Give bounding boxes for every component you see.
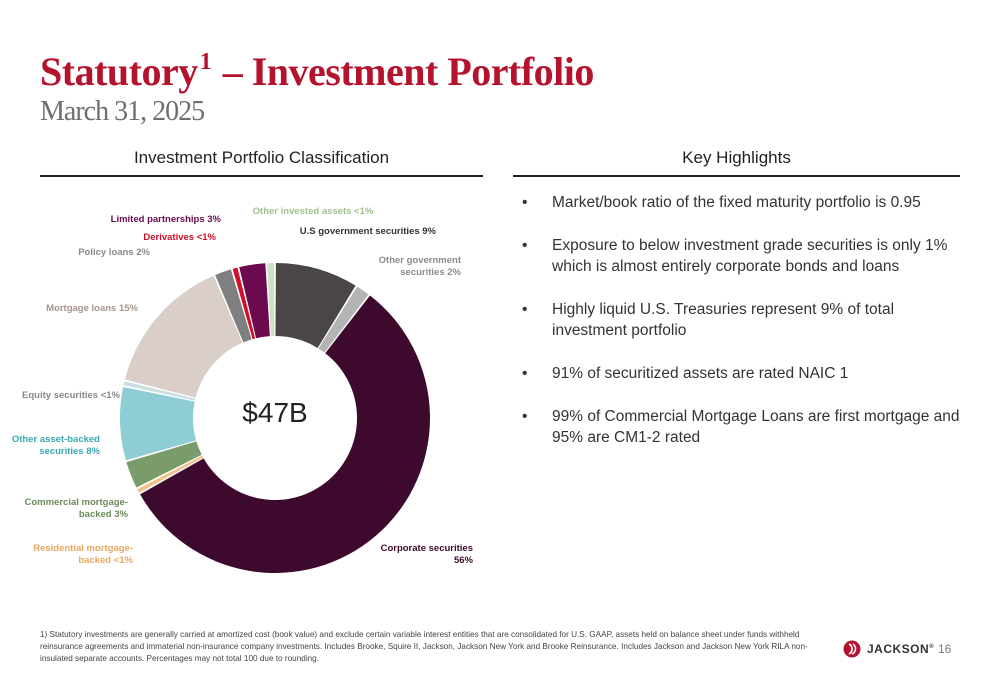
bullet-icon: • (522, 237, 528, 254)
slice-label: Mortgage loans 15% (46, 303, 138, 314)
highlights-section-heading: Key Highlights (682, 148, 791, 167)
highlight-text: 99% of Commercial Mortgage Loans are fir… (552, 408, 960, 446)
slice-label: Limited partnerships 3% (111, 214, 222, 225)
donut-slice-derivatives (232, 267, 256, 340)
bullet-icon: • (522, 408, 528, 425)
donut-slice-other-invested-assets (267, 263, 275, 337)
highlight-text: 91% of securitized assets are rated NAIC… (552, 365, 849, 382)
highlight-text: Exposure to below investment grade secur… (552, 237, 948, 275)
title-main: Statutory (40, 49, 198, 94)
donut-center-value: $47B (242, 397, 307, 428)
highlight-item: • 91% of securitized assets are rated NAI… (522, 363, 962, 384)
jackson-logo: JACKSON® (843, 640, 934, 658)
portfolio-donut-chart: U.S government securities 9% Other govern… (12, 206, 474, 574)
footnote: 1) Statutory investments are generally c… (40, 630, 808, 663)
donut-slice-mortgage-loans (124, 275, 243, 398)
donut-slice-commercial-mortgage-backed (126, 441, 202, 488)
highlight-text: Highly liquid U.S. Treasuries represent … (552, 301, 895, 339)
page-number: 16 (938, 642, 952, 656)
donut-slice-u-s-government-securities (275, 263, 356, 348)
chart-section-heading: Investment Portfolio Classification (133, 148, 390, 167)
brand-name: JACKSON® (867, 642, 935, 656)
slice-label: Other government securities 2% (379, 255, 462, 278)
page-subtitle: March 31, 2025 (40, 96, 205, 127)
highlight-item: • Exposure to below investment grade secu… (522, 235, 962, 277)
highlight-item: • Highly liquid U.S. Treasuries represent… (522, 299, 962, 341)
slice-label: Derivatives <1% (143, 232, 216, 243)
donut-slice-limited-partnerships (239, 263, 270, 339)
bullet-icon: • (522, 365, 528, 382)
jackson-logo-icon (843, 640, 861, 658)
donut-slice-other-asset-backed-securities (120, 387, 197, 461)
donut-slice-other-government-securities (318, 286, 369, 353)
slice-label: U.S government securities 9% (300, 226, 437, 237)
slice-label: Other invested assets <1% (253, 206, 374, 217)
bullet-icon: • (522, 194, 528, 211)
slice-label: Corporate securities 56% (381, 543, 474, 566)
donut-slice-equity-securities (123, 381, 196, 401)
donut-slice-corporate-securities (140, 295, 431, 574)
donut-slice-residential-mortgage-backed (137, 455, 204, 493)
highlight-text: Market/book ratio of the fixed maturity … (552, 194, 921, 211)
bullet-icon: • (522, 301, 528, 318)
page-title: Statutory1 – Investment Portfolio (40, 50, 594, 94)
slice-label: Residential mortgage-backed <1% (33, 543, 133, 566)
key-highlights-list: • Market/book ratio of the fixed maturity… (522, 192, 962, 470)
slice-label: Equity securities <1% (22, 390, 120, 401)
chart-section-rule (40, 175, 483, 177)
highlight-item: • 99% of Commercial Mortgage Loans are fi… (522, 406, 962, 448)
donut-slice-policy-loans (215, 269, 252, 343)
title-footnote-ref: 1 (199, 48, 212, 75)
highlight-item: • Market/book ratio of the fixed maturity… (522, 192, 962, 213)
slice-label: Policy loans 2% (78, 247, 150, 258)
title-rest: – Investment Portfolio (222, 49, 595, 94)
highlights-section-rule (513, 175, 960, 177)
slice-label: Commercial mortgage-backed 3% (25, 497, 129, 520)
slice-label: Other asset-backed securities 8% (12, 434, 101, 457)
